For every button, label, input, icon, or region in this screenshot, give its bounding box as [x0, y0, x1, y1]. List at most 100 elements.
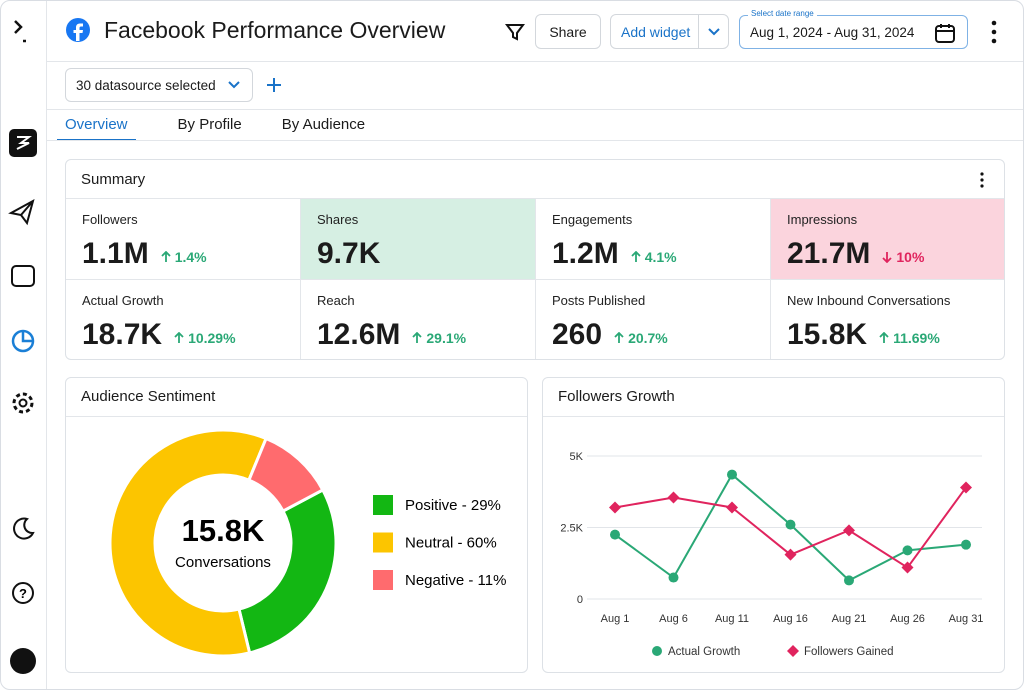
x-tick-label: Aug 31	[949, 613, 984, 625]
metric-row: 1.2M 4.1%	[552, 237, 754, 271]
nav-icon-glyph	[21, 331, 33, 343]
x-tick-label: Aug 16	[773, 613, 808, 625]
nav-icon[interactable]	[12, 392, 34, 414]
metric-row: 12.6M 29.1%	[317, 318, 519, 352]
legend-label: Positive - 29%	[405, 497, 501, 514]
logo[interactable]	[14, 20, 26, 43]
tab[interactable]: Overview	[57, 109, 136, 141]
data-point	[960, 481, 972, 494]
legend-label: Negative - 11%	[405, 572, 506, 589]
trend-arrow	[161, 251, 171, 262]
data-point	[843, 524, 855, 537]
metric-cell: New Inbound Conversations 15.8K 11.69%	[771, 280, 1004, 359]
metric-value: 9.7K	[317, 237, 381, 270]
trend-arrow-path	[879, 332, 889, 343]
tab[interactable]: By Profile	[177, 116, 242, 133]
metric-label: Shares	[317, 212, 359, 227]
trend-arrow-path	[631, 251, 641, 262]
legend-label: Actual Growth	[668, 646, 740, 658]
metric-row: 18.7K 10.29%	[82, 318, 284, 352]
facebook-logo	[66, 18, 90, 42]
change-text: 1.4%	[174, 249, 207, 265]
metric-change: 29.1%	[412, 330, 466, 346]
summary-card: Summary Followers 1.1M 1.4% Shares 9.7K Engag…	[65, 159, 1005, 360]
data-point	[785, 519, 796, 530]
card-title: Followers Growth	[558, 388, 675, 405]
share-button[interactable]: Share	[535, 14, 601, 49]
legend-swatch	[373, 570, 393, 590]
date-picker[interactable]: Select date range Aug 1, 2024 - Aug 31, …	[739, 9, 968, 49]
data-point	[844, 575, 854, 586]
sidebar: ?	[1, 1, 47, 689]
change-text: 4.1%	[644, 249, 677, 265]
trend-arrow	[412, 332, 423, 343]
filter-button[interactable]	[505, 22, 525, 42]
date-range: Aug 1, 2024 - Aug 31, 2024	[750, 25, 915, 40]
add-widget-button[interactable]: Add widget	[610, 14, 729, 49]
nav-icon[interactable]	[8, 198, 35, 226]
tabs: Overview By Profile By Audience	[57, 109, 385, 141]
more-menu[interactable]	[985, 19, 1003, 45]
donut-slice	[237, 487, 338, 655]
metric-cell: Followers 1.1M 1.4%	[66, 199, 301, 280]
legend-label: Followers Gained	[804, 646, 893, 658]
theme-toggle[interactable]	[13, 517, 35, 540]
center-value: 15.8K	[182, 513, 265, 548]
metric-label: Posts Published	[552, 293, 646, 308]
metric-row: 1.1M 1.4%	[82, 237, 284, 271]
x-tick-label: Aug 1	[601, 613, 630, 625]
metric-label: Followers	[82, 212, 138, 227]
data-point	[961, 539, 971, 550]
trend-arrow	[631, 251, 641, 262]
legend-swatch	[373, 532, 393, 553]
change-text: 29.1%	[426, 330, 467, 346]
data-point	[668, 572, 679, 583]
center-label: Conversations	[175, 554, 271, 571]
change-text: 11.69%	[893, 330, 940, 346]
metric-row: 260 20.7%	[552, 318, 754, 352]
add-widget-dropdown[interactable]	[698, 15, 728, 48]
metric-change: 11.69%	[879, 330, 940, 346]
legend-label: Neutral - 60%	[405, 535, 497, 552]
metric-cell: Reach 12.6M 29.1%	[301, 280, 536, 359]
metric-change: 10.29%	[174, 330, 236, 346]
x-tick-label: Aug 26	[890, 613, 925, 625]
data-point	[727, 469, 737, 480]
legend-marker	[787, 645, 799, 657]
datasource-label: 30 datasource selected	[76, 77, 216, 93]
sidebar-icons: ?	[8, 20, 37, 674]
nav-icon-glyph	[18, 398, 28, 408]
page-title: Facebook Performance Overview	[104, 17, 446, 43]
metric-change: 10%	[882, 249, 924, 265]
metric-label: New Inbound Conversations	[787, 293, 951, 308]
y-tick-label: 2.5K	[560, 523, 583, 535]
add-datasource[interactable]	[266, 77, 282, 93]
divider	[543, 416, 1004, 417]
card-menu[interactable]	[976, 171, 988, 189]
metrics-grid: Followers 1.1M 1.4% Shares 9.7K Engagements 1.…	[66, 198, 1004, 359]
metric-value: 15.8K	[787, 318, 868, 351]
tab[interactable]: By Audience	[281, 116, 366, 133]
datasource-select[interactable]: 30 datasource selected	[65, 68, 253, 102]
help-icon[interactable]	[12, 582, 34, 604]
help-glyph: ?	[19, 586, 27, 601]
y-tick-label: 0	[577, 594, 583, 606]
change-text: 10%	[896, 249, 925, 265]
trend-arrow	[882, 252, 893, 263]
x-tick-label: Aug 6	[659, 613, 688, 625]
nav-icon[interactable]	[11, 265, 35, 287]
metric-row: 21.7M 10%	[787, 237, 990, 271]
divider	[47, 61, 1023, 62]
data-point	[902, 545, 913, 556]
card-title: Summary	[81, 171, 146, 188]
data-point	[784, 548, 797, 561]
divider	[47, 109, 1023, 110]
metric-change: 1.4%	[161, 249, 207, 265]
trend-arrow	[879, 332, 889, 343]
avatar[interactable]	[10, 648, 36, 674]
x-tick-label: Aug 11	[715, 613, 749, 625]
data-point	[726, 501, 738, 514]
x-tick-label: Aug 21	[832, 613, 867, 625]
trend-arrow-path	[161, 251, 171, 262]
